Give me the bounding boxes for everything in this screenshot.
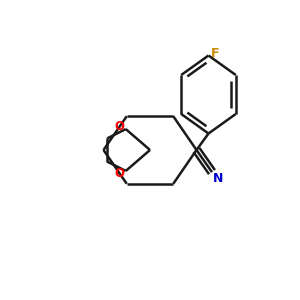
Text: O: O <box>114 167 124 180</box>
Text: N: N <box>213 172 223 185</box>
Text: F: F <box>211 47 219 61</box>
Text: O: O <box>114 120 124 133</box>
